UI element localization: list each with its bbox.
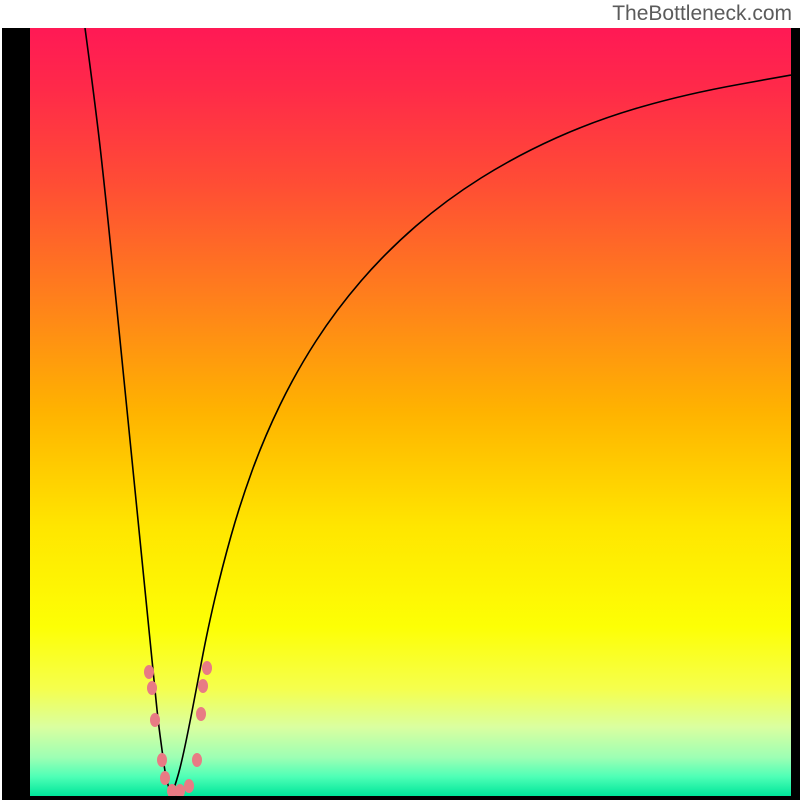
gradient-background	[30, 28, 791, 796]
chart-container: TheBottleneck.com	[0, 0, 800, 800]
data-marker	[144, 665, 154, 679]
data-marker	[192, 753, 202, 767]
data-marker	[150, 713, 160, 727]
data-marker	[198, 679, 208, 693]
data-marker	[196, 707, 206, 721]
chart-svg	[0, 0, 800, 800]
data-marker	[184, 779, 194, 793]
data-marker	[160, 771, 170, 785]
data-marker	[202, 661, 212, 675]
data-marker	[157, 753, 167, 767]
left-white-strip	[0, 0, 2, 800]
watermark-text: TheBottleneck.com	[612, 2, 792, 26]
data-marker	[175, 784, 185, 798]
data-marker	[147, 681, 157, 695]
